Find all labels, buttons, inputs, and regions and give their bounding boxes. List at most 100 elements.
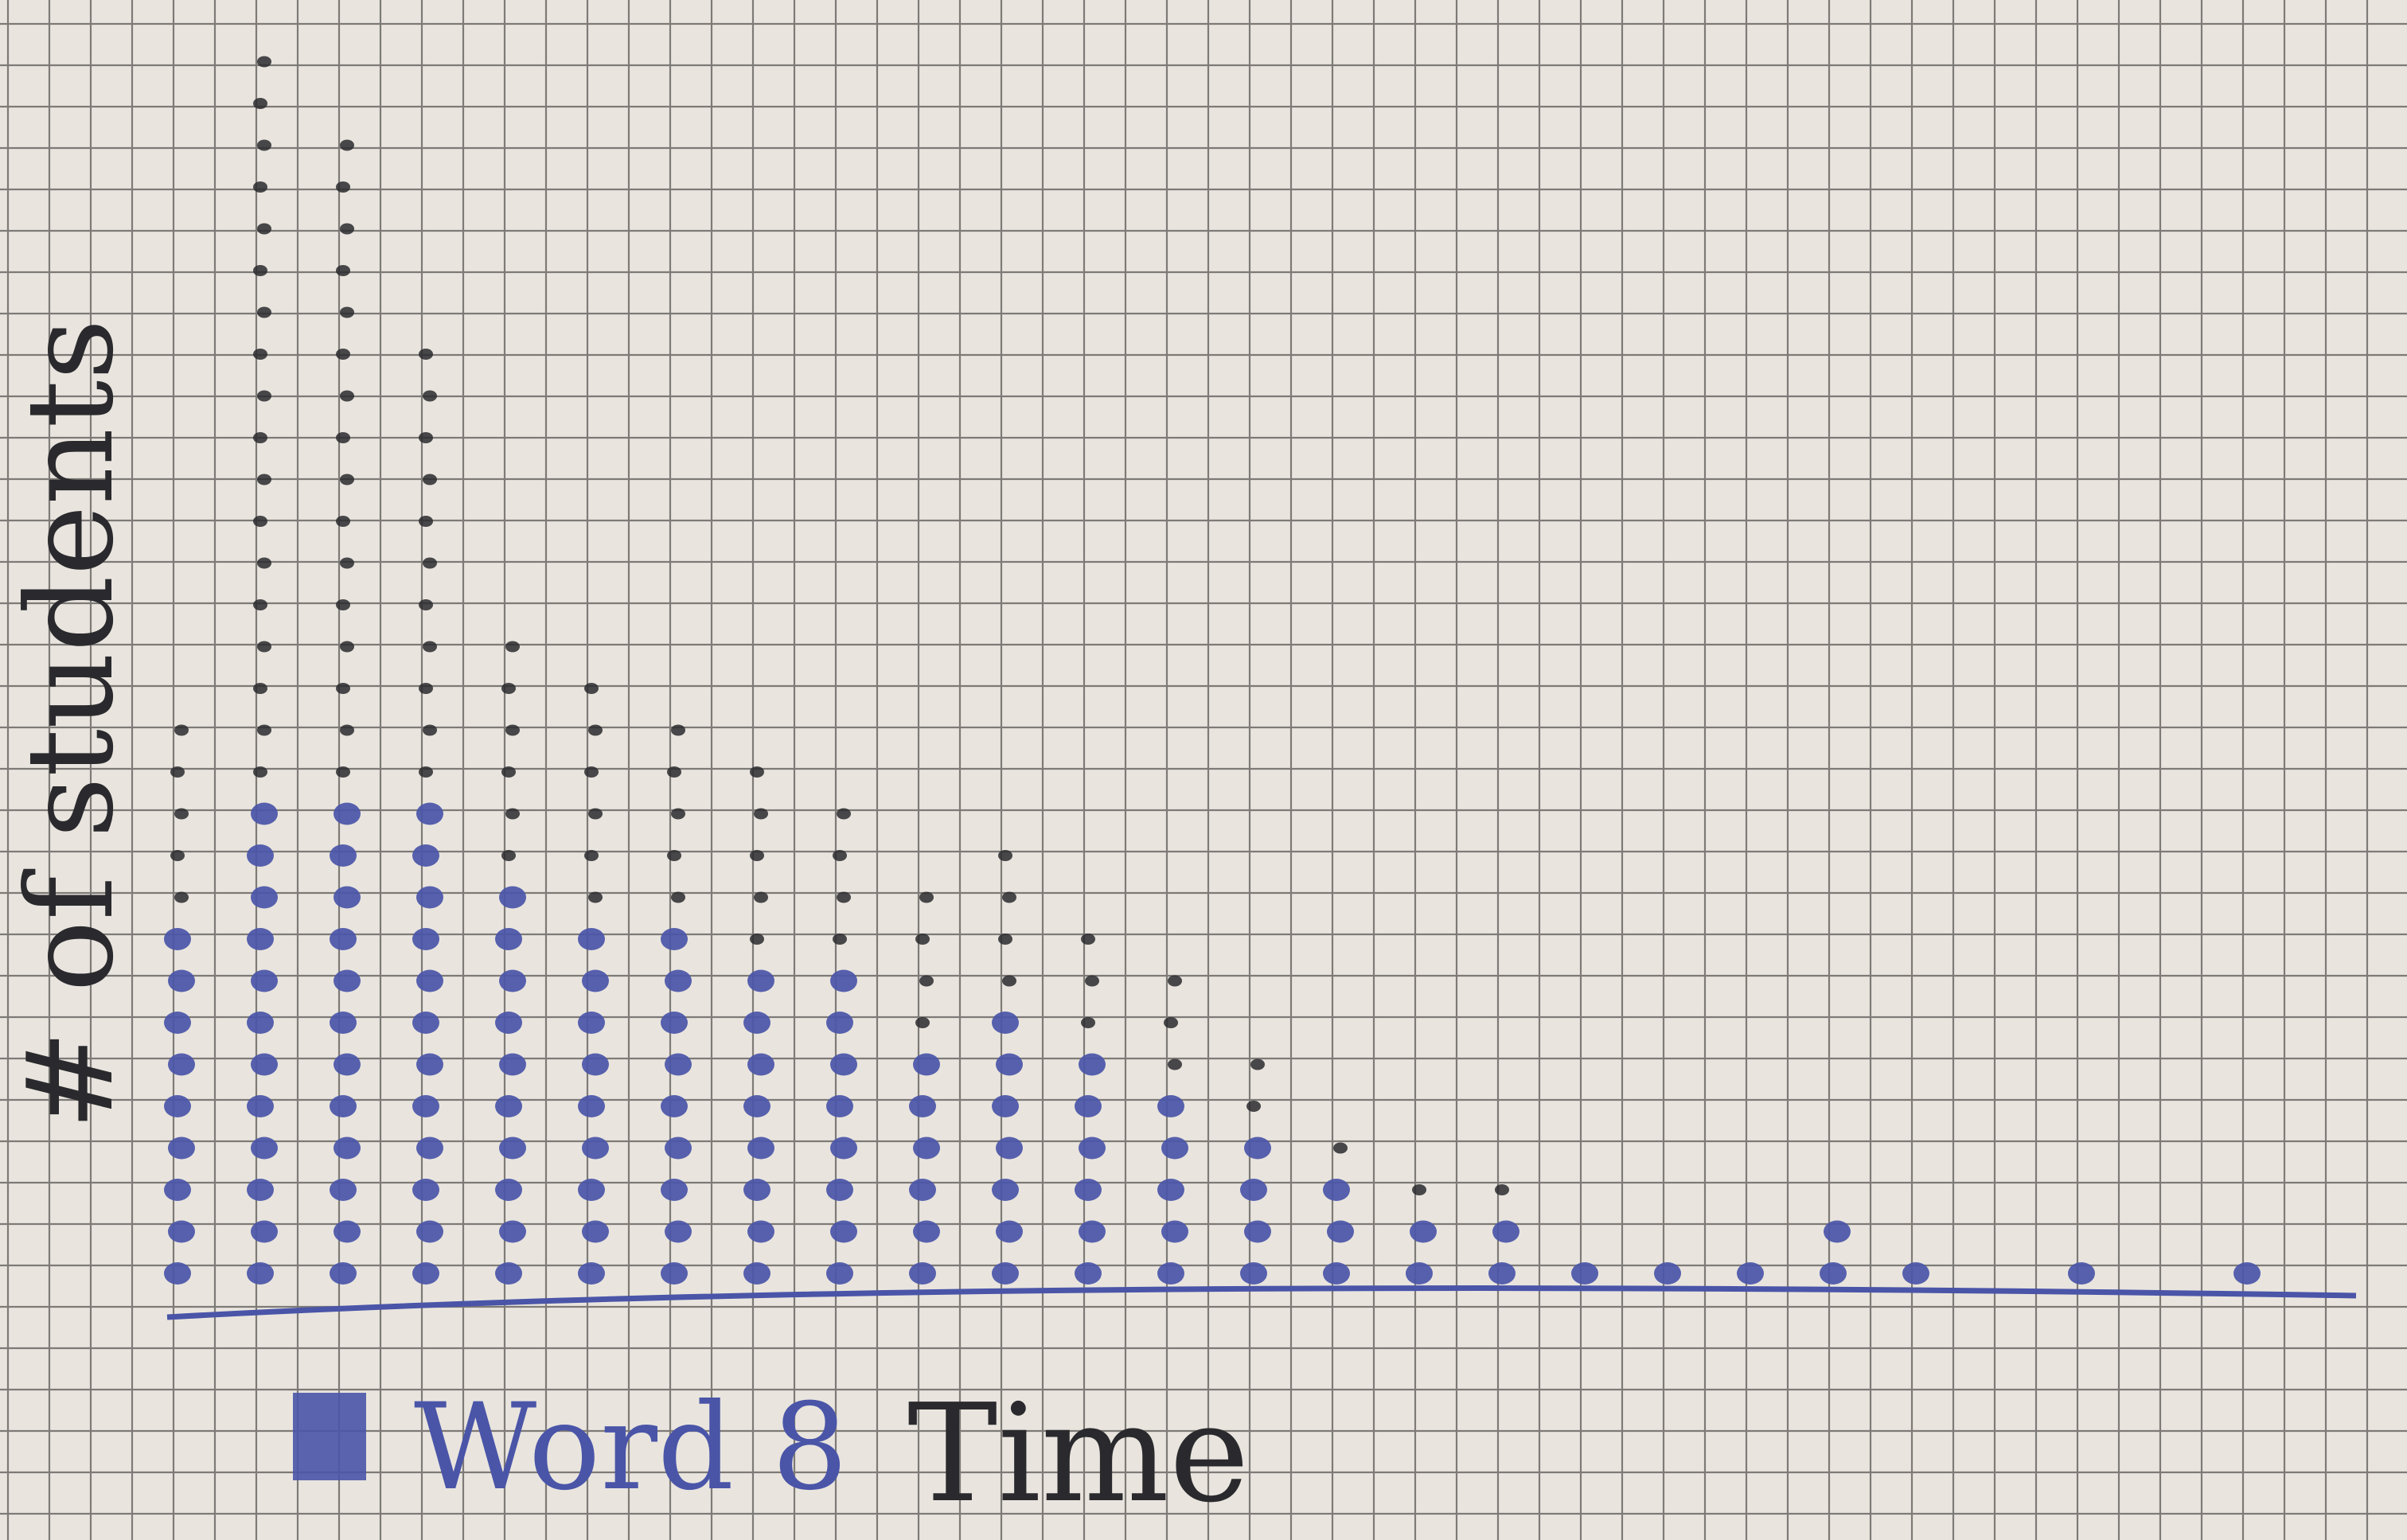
dot-mark <box>251 1053 278 1076</box>
dot-mark <box>419 432 433 443</box>
dot-mark <box>1824 1220 1851 1243</box>
dot-mark <box>665 1053 692 1076</box>
dot-mark <box>661 928 688 950</box>
dot-mark <box>1161 1220 1188 1243</box>
dot-mark <box>334 886 361 909</box>
dot-mark <box>747 1053 774 1076</box>
x-axis-line <box>166 1285 2357 1320</box>
dot-mark <box>578 1012 605 1034</box>
dot-mark <box>667 766 681 778</box>
dot-mark <box>423 557 437 569</box>
dot-mark <box>1820 1262 1847 1285</box>
dot-mark <box>913 1220 940 1243</box>
dot-mark <box>578 1179 605 1201</box>
dot-mark <box>743 1179 770 1201</box>
dot-mark <box>743 1262 770 1285</box>
dot-mark <box>665 1220 692 1243</box>
dot-mark <box>1157 1179 1184 1201</box>
dot-mark <box>416 886 443 909</box>
dot-mark <box>1654 1262 1681 1285</box>
dot-mark <box>582 969 609 992</box>
dot-mark <box>996 1220 1023 1243</box>
dot-mark <box>257 306 271 318</box>
dot-mark <box>998 934 1012 945</box>
dot-mark <box>247 1179 274 1201</box>
dot-mark <box>423 474 437 485</box>
dot-mark <box>336 516 350 527</box>
dot-mark <box>251 1220 278 1243</box>
dot-mark <box>253 766 267 778</box>
dot-mark <box>671 724 685 736</box>
dot-mark <box>253 516 267 527</box>
dot-mark <box>588 891 603 903</box>
dot-mark <box>1081 934 1095 945</box>
dot-mark <box>330 1262 357 1285</box>
dot-mark <box>1079 1136 1106 1160</box>
y-axis-label: # of students <box>2 319 140 1130</box>
dot-mark <box>412 1012 439 1034</box>
dot-mark <box>754 891 768 903</box>
dot-mark <box>665 1136 692 1160</box>
dot-mark <box>330 1012 357 1034</box>
dot-mark <box>501 850 516 861</box>
dot-mark <box>833 934 847 945</box>
dot-mark <box>334 1053 361 1076</box>
dot-mark <box>168 969 195 992</box>
dot-mark <box>495 928 522 950</box>
dot-mark <box>423 641 437 653</box>
dot-mark <box>1571 1262 1598 1285</box>
dot-mark <box>251 886 278 909</box>
dot-mark <box>336 181 350 193</box>
dot-mark <box>1079 1053 1106 1076</box>
dot-mark <box>412 1262 439 1285</box>
dot-mark <box>340 139 354 151</box>
dot-mark <box>1737 1262 1764 1285</box>
dot-mark <box>1081 1017 1095 1028</box>
dot-mark <box>419 599 433 610</box>
dot-mark <box>340 390 354 402</box>
dot-mark <box>661 1262 688 1285</box>
dot-mark <box>499 1220 526 1243</box>
dot-mark <box>2068 1262 2095 1285</box>
dot-mark <box>750 934 764 945</box>
dot-mark <box>588 724 603 736</box>
dot-mark <box>340 474 354 485</box>
dot-mark <box>336 432 350 443</box>
dot-mark <box>1085 975 1099 987</box>
dot-mark <box>416 802 443 825</box>
dot-mark <box>671 891 685 903</box>
dot-mark <box>1157 1095 1184 1117</box>
dot-mark <box>336 599 350 610</box>
dot-mark <box>253 181 267 193</box>
dot-mark <box>419 349 433 360</box>
dot-mark <box>1002 975 1016 987</box>
dot-mark <box>1323 1179 1350 1201</box>
dot-mark <box>330 1179 357 1201</box>
dot-mark <box>1164 1017 1178 1028</box>
dot-mark <box>909 1095 936 1117</box>
dot-mark <box>913 1136 940 1160</box>
dot-mark <box>826 1095 853 1117</box>
legend: Word 8 <box>293 1378 848 1517</box>
dot-mark <box>578 928 605 950</box>
dot-mark <box>499 886 526 909</box>
dot-mark <box>336 766 350 778</box>
dot-mark <box>996 1136 1023 1160</box>
dot-mark <box>1244 1220 1271 1243</box>
dot-mark <box>419 516 433 527</box>
dot-mark <box>1333 1142 1348 1154</box>
dot-mark <box>919 891 934 903</box>
dot-mark <box>743 1095 770 1117</box>
dot-mark <box>334 1136 361 1160</box>
dot-mark <box>174 808 189 820</box>
dot-mark <box>1327 1220 1354 1243</box>
dot-mark <box>830 1136 857 1160</box>
dot-mark <box>253 98 267 109</box>
dot-mark <box>334 1220 361 1243</box>
dot-mark <box>1244 1136 1271 1160</box>
dot-mark <box>164 1179 191 1201</box>
dot-mark <box>826 1179 853 1201</box>
dot-mark <box>257 223 271 235</box>
dot-mark <box>830 969 857 992</box>
dot-mark <box>247 844 274 867</box>
